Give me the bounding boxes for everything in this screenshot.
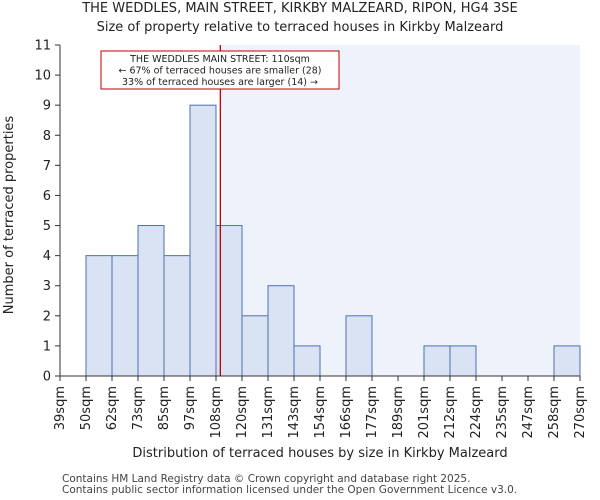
y-tick-label: 3 — [43, 279, 51, 294]
histogram-bar — [85, 255, 113, 377]
x-tick-label: 235sqm — [495, 386, 510, 439]
x-tick-label: 50sqm — [79, 386, 94, 430]
x-tick-label: 131sqm — [261, 386, 276, 439]
x-tick-label: 120sqm — [235, 386, 250, 439]
y-tick-label: 10 — [34, 69, 51, 84]
x-tick-label: 73sqm — [131, 386, 146, 430]
y-tick-label: 6 — [43, 189, 51, 204]
x-tick-label: 270sqm — [573, 386, 588, 439]
histogram-bar — [137, 225, 165, 377]
histogram-bar — [267, 285, 295, 377]
x-tick-label: 177sqm — [365, 386, 380, 439]
histogram-bar — [293, 345, 321, 377]
histogram-bar — [423, 345, 451, 377]
y-axis-label: Number of terraced properties — [2, 116, 17, 315]
y-tick-label: 4 — [43, 249, 51, 264]
histogram-bar — [189, 104, 217, 377]
histogram-chart: 0 1 2 3 4 5 6 7 8 9 10 11 39sqm 50sqm 62sqm 73sqm 85sqm 9… — [2, 39, 588, 462]
x-tick-label: 97sqm — [183, 386, 198, 430]
histogram-bar — [345, 315, 373, 377]
annotation-line: 33% of terraced houses are larger (14) → — [122, 77, 318, 88]
footer-copyright: Contains HM Land Registry data © Crown c… — [62, 473, 471, 485]
histogram-bar — [553, 345, 581, 377]
x-tick-label: 85sqm — [157, 386, 172, 430]
annotation-box — [100, 50, 340, 90]
annotation-line: THE WEDDLES MAIN STREET: 110sqm — [129, 54, 310, 65]
annotation-line: ← 67% of terraced houses are smaller (28… — [118, 66, 321, 77]
histogram-bar — [111, 255, 139, 377]
x-tick-label: 258sqm — [547, 386, 562, 439]
chart-title: THE WEDDLES, MAIN STREET, KIRKBY MALZEAR… — [82, 1, 518, 16]
y-tick-label: 9 — [43, 99, 51, 114]
histogram-bar — [449, 345, 477, 377]
x-tick-label: 108sqm — [209, 386, 224, 439]
footer-licence: Contains public sector information licen… — [62, 484, 518, 496]
y-tick-label: 8 — [43, 129, 51, 144]
x-tick-label: 224sqm — [469, 386, 484, 439]
x-tick-label: 62sqm — [105, 386, 120, 430]
x-tick-label: 143sqm — [287, 386, 302, 439]
histogram-bar — [241, 315, 269, 377]
histogram-bar — [163, 255, 191, 377]
x-tick-label: 39sqm — [53, 386, 68, 430]
x-tick-label: 189sqm — [391, 386, 406, 439]
x-tick-label: 212sqm — [443, 386, 458, 439]
x-axis-label: Distribution of terraced houses by size … — [132, 446, 507, 461]
x-tick-label: 154sqm — [313, 386, 328, 439]
y-tick-label: 1 — [43, 339, 51, 354]
y-tick-label: 7 — [43, 159, 51, 174]
x-tick-label: 247sqm — [521, 386, 536, 439]
y-tick-label: 5 — [43, 219, 51, 234]
x-tick-label: 166sqm — [339, 386, 354, 439]
chart-subtitle: Size of property relative to terraced ho… — [96, 20, 504, 35]
y-tick-label: 2 — [43, 309, 51, 324]
y-tick-label: 0 — [43, 370, 51, 385]
y-tick-label: 11 — [34, 39, 51, 54]
x-tick-label: 201sqm — [417, 386, 432, 439]
